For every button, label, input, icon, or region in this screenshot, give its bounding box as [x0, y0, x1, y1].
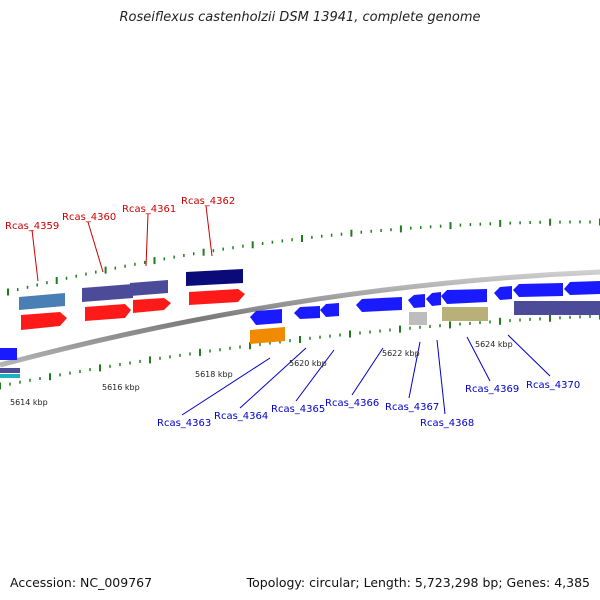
- gene-label-rcas-4368[interactable]: Rcas_4368: [420, 418, 474, 429]
- callout-line-4364: [239, 347, 307, 409]
- gene-rcas-4371[interactable]: [564, 281, 600, 295]
- gene-label-rcas-4369[interactable]: Rcas_4369: [465, 384, 519, 395]
- gene-rcas-4366[interactable]: [356, 297, 402, 312]
- ruler-label-5616: 5616 kbp: [102, 383, 140, 392]
- gene-rcas-4372[interactable]: [514, 301, 600, 315]
- gene-rcas-4369[interactable]: [442, 307, 488, 321]
- gene-label-rcas-4367[interactable]: Rcas_4367: [385, 402, 439, 413]
- gene-rcas-4367[interactable]: [408, 294, 425, 308]
- top-tick-track: [7, 218, 600, 296]
- gene-rcas-4362[interactable]: [186, 269, 245, 305]
- gene-rcas-4360[interactable]: [82, 284, 133, 321]
- gene-label-rcas-4370[interactable]: Rcas_4370: [526, 380, 580, 391]
- ruler-label-5624: 5624 kbp: [475, 340, 513, 349]
- gene-rcas-4365[interactable]: [320, 303, 339, 317]
- callout-line-4368: [436, 339, 446, 415]
- ruler-label-5622: 5622 kbp: [382, 349, 420, 358]
- accession-text: Accession: NC_009767: [10, 575, 153, 590]
- gene-rcas-4368-grey[interactable]: [409, 312, 427, 325]
- callout-line-4359: [31, 229, 39, 282]
- gene-rcas-4367b[interactable]: [426, 292, 441, 306]
- callout-line-4366: [351, 347, 384, 396]
- callout-line-4370: [507, 334, 551, 377]
- callout-line-4360: [87, 221, 104, 273]
- gene-label-rcas-4361[interactable]: Rcas_4361: [122, 204, 176, 215]
- gene-rcas-4370b[interactable]: [513, 283, 563, 297]
- gene-rcas-4370[interactable]: [494, 286, 512, 300]
- callout-line-4361: [145, 213, 149, 267]
- callout-line-4369: [466, 336, 491, 382]
- callout-line-4363: [181, 357, 271, 416]
- bottom-tick-track: [0, 312, 600, 390]
- ruler-label-5620: 5620 kbp: [289, 359, 327, 368]
- gene-label-rcas-4363[interactable]: Rcas_4363: [157, 418, 211, 429]
- gene-rcas-4361[interactable]: [130, 280, 171, 313]
- genome-backbone: [0, 269, 600, 368]
- gene-label-rcas-4360[interactable]: Rcas_4360: [62, 212, 116, 223]
- map-title: Roseiflexus castenholzii DSM 13941, comp…: [119, 10, 481, 25]
- gene-rcas-4359[interactable]: [19, 293, 67, 330]
- gene-edge-left-3[interactable]: [0, 374, 20, 378]
- gene-label-rcas-4364[interactable]: Rcas_4364: [214, 411, 268, 422]
- gene-label-rcas-4362[interactable]: Rcas_4362: [181, 196, 235, 207]
- gene-label-rcas-4366[interactable]: Rcas_4366: [325, 398, 379, 409]
- gene-rcas-4363[interactable]: [250, 309, 285, 344]
- callout-line-4362: [205, 205, 213, 257]
- ruler-label-5618: 5618 kbp: [195, 370, 233, 379]
- callout-line-4367: [408, 341, 421, 399]
- gene-edge-left-2[interactable]: [0, 368, 20, 373]
- gene-label-rcas-4359[interactable]: Rcas_4359: [5, 221, 59, 232]
- gene-label-rcas-4365[interactable]: Rcas_4365: [271, 404, 325, 415]
- gene-rcas-4364[interactable]: [294, 306, 320, 319]
- gene-rcas-4368[interactable]: [441, 289, 487, 304]
- gene-edge-left-1[interactable]: [0, 348, 17, 360]
- ruler-label-5614: 5614 kbp: [10, 398, 48, 407]
- callout-line-4365: [295, 349, 335, 402]
- genome-summary-text: Topology: circular; Length: 5,723,298 bp…: [246, 575, 590, 590]
